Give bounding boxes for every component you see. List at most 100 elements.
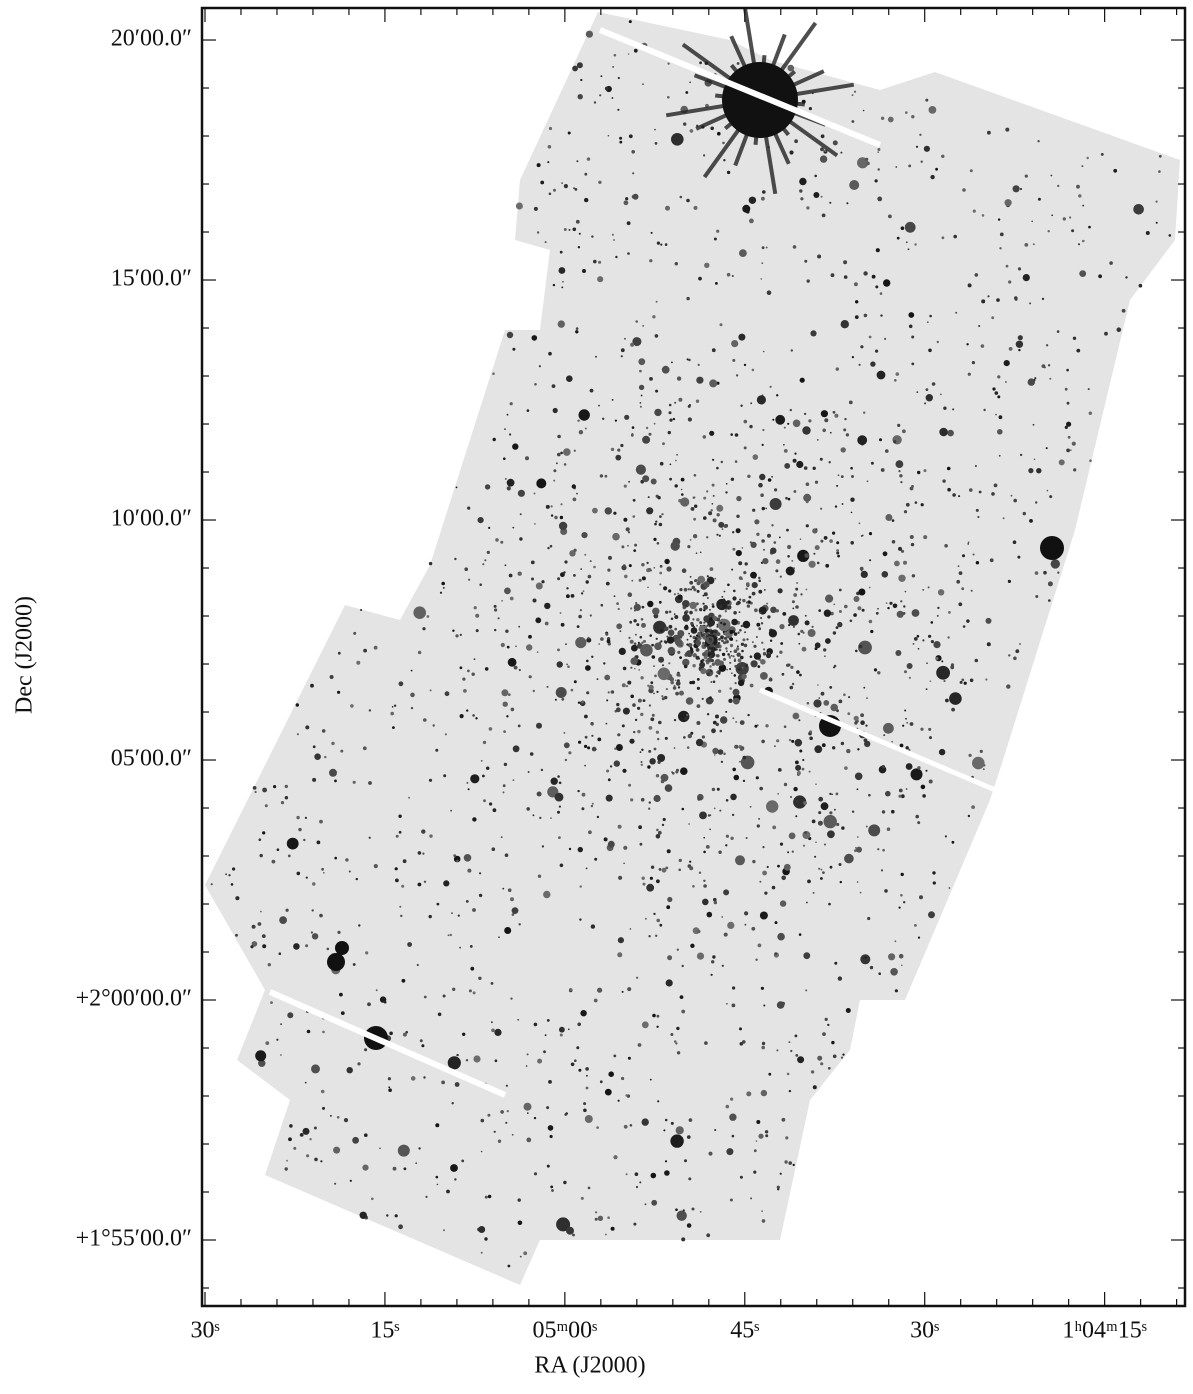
star bbox=[641, 749, 643, 751]
star bbox=[956, 580, 960, 584]
star bbox=[598, 1216, 603, 1221]
star bbox=[481, 1252, 483, 1254]
star bbox=[1047, 490, 1049, 492]
star bbox=[972, 757, 985, 770]
star bbox=[619, 141, 622, 144]
star bbox=[795, 761, 799, 765]
star bbox=[742, 638, 745, 641]
star bbox=[892, 519, 895, 522]
star bbox=[982, 214, 985, 217]
star bbox=[441, 582, 445, 586]
star bbox=[833, 631, 836, 634]
star bbox=[1028, 468, 1033, 473]
star bbox=[322, 1031, 325, 1034]
star bbox=[986, 618, 992, 624]
star bbox=[992, 387, 995, 390]
star bbox=[675, 262, 678, 265]
star bbox=[930, 175, 934, 179]
star bbox=[511, 708, 515, 712]
star bbox=[899, 474, 902, 477]
star bbox=[612, 97, 614, 99]
star bbox=[775, 415, 785, 425]
star bbox=[881, 117, 884, 120]
star bbox=[852, 94, 854, 96]
star bbox=[597, 988, 602, 993]
star bbox=[722, 528, 724, 530]
star bbox=[739, 599, 741, 601]
star bbox=[731, 619, 738, 626]
star bbox=[804, 831, 807, 834]
star bbox=[722, 142, 725, 145]
star bbox=[694, 206, 698, 210]
star bbox=[925, 99, 928, 102]
star bbox=[922, 794, 926, 798]
star bbox=[656, 638, 658, 640]
star bbox=[557, 577, 560, 580]
star bbox=[675, 680, 677, 682]
star bbox=[260, 911, 262, 913]
star bbox=[906, 763, 913, 770]
star bbox=[739, 629, 742, 632]
star bbox=[803, 494, 811, 502]
star bbox=[704, 592, 708, 596]
star bbox=[920, 728, 923, 731]
star bbox=[958, 565, 960, 567]
star bbox=[981, 299, 985, 303]
star bbox=[322, 1107, 325, 1110]
star bbox=[692, 664, 695, 667]
star bbox=[942, 479, 945, 482]
star bbox=[790, 796, 792, 798]
star bbox=[784, 725, 787, 728]
star bbox=[871, 462, 874, 465]
star bbox=[586, 1087, 589, 1090]
star bbox=[841, 475, 844, 478]
star bbox=[675, 460, 677, 462]
star bbox=[900, 894, 903, 897]
star bbox=[732, 359, 735, 362]
star bbox=[1139, 284, 1143, 288]
star bbox=[738, 659, 742, 663]
star bbox=[605, 507, 612, 514]
star bbox=[836, 793, 839, 796]
star bbox=[901, 226, 905, 230]
star bbox=[285, 785, 288, 788]
star bbox=[841, 826, 844, 829]
star bbox=[588, 830, 592, 834]
star bbox=[975, 273, 979, 277]
star bbox=[662, 824, 664, 826]
star bbox=[322, 729, 326, 733]
star bbox=[825, 564, 829, 568]
star bbox=[395, 1214, 398, 1217]
star bbox=[714, 754, 716, 756]
star bbox=[966, 343, 968, 345]
star bbox=[938, 589, 944, 595]
star bbox=[751, 660, 758, 667]
star bbox=[696, 625, 698, 627]
star bbox=[478, 1226, 485, 1233]
star bbox=[280, 1054, 282, 1056]
star bbox=[630, 928, 632, 930]
star bbox=[463, 689, 467, 693]
star bbox=[460, 666, 463, 669]
star bbox=[1078, 194, 1081, 197]
star bbox=[503, 791, 505, 793]
star bbox=[726, 835, 729, 838]
star bbox=[665, 1160, 667, 1162]
star bbox=[707, 597, 709, 599]
star bbox=[899, 907, 901, 909]
star bbox=[305, 725, 309, 729]
star bbox=[651, 1200, 657, 1206]
star bbox=[1078, 243, 1080, 245]
star bbox=[857, 836, 859, 838]
star bbox=[1038, 198, 1041, 201]
star bbox=[680, 995, 684, 999]
star bbox=[665, 784, 673, 792]
star bbox=[720, 730, 723, 733]
star bbox=[747, 604, 750, 607]
star bbox=[608, 1071, 614, 1077]
star bbox=[746, 837, 748, 839]
star bbox=[772, 419, 774, 421]
star bbox=[641, 798, 645, 802]
star bbox=[519, 923, 521, 925]
star bbox=[884, 338, 886, 340]
